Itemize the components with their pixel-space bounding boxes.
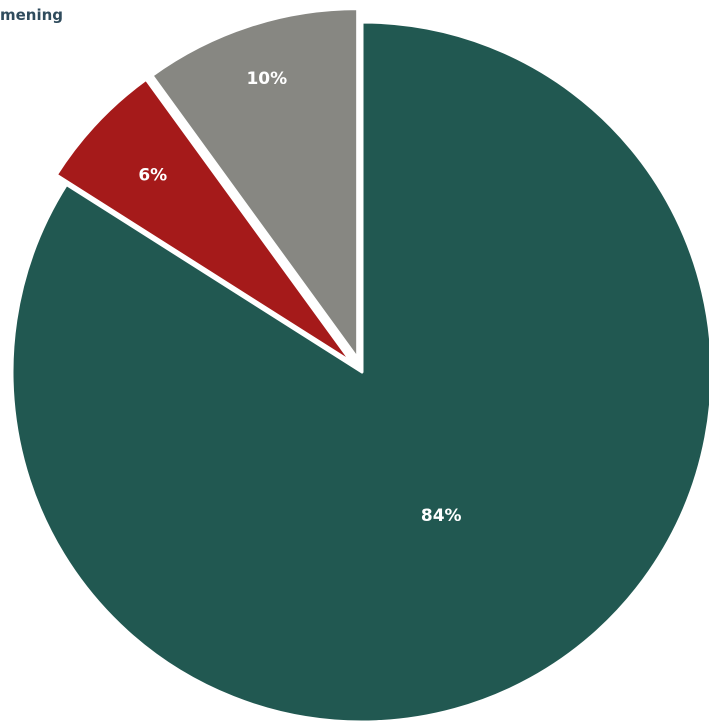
slice-84-percent [10, 20, 709, 723]
slice-10-percent [150, 7, 360, 361]
pie-data-label: 84% [421, 506, 462, 526]
slice-6-percent [54, 77, 354, 364]
pie-data-label: 6% [138, 166, 167, 186]
pie-labels: 84% 6% 10% [138, 69, 461, 526]
pie-data-label: 10% [246, 69, 287, 89]
chart-title: mening [0, 6, 64, 24]
pie-slices [10, 7, 709, 723]
